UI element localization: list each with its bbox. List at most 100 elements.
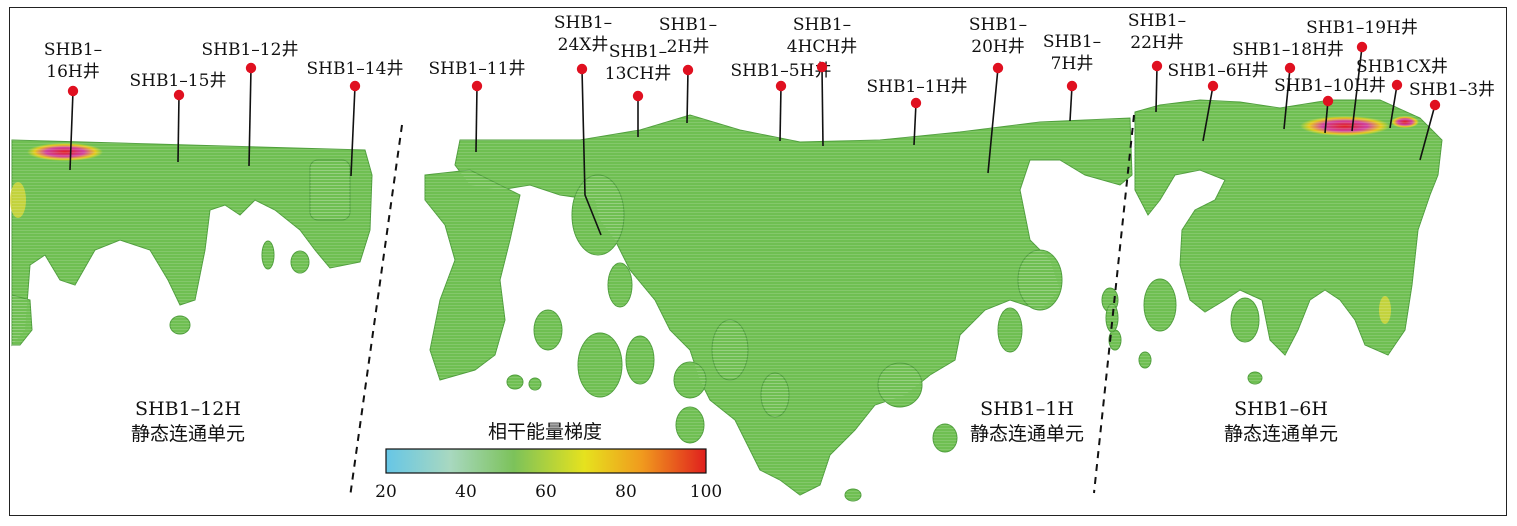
texture-16 bbox=[761, 373, 789, 417]
well-label: SHB1–12井 bbox=[202, 40, 299, 60]
well-label-line: 16H井 bbox=[46, 62, 99, 82]
legend-title: 相干能量梯度 bbox=[488, 421, 602, 443]
well-label-line: SHB1–19H井 bbox=[1306, 18, 1418, 38]
well-trajectory bbox=[350, 85, 356, 177]
well-label: SHB1–14井 bbox=[307, 59, 404, 79]
well-14: SHB1–14井 bbox=[307, 59, 404, 177]
texture-24 bbox=[529, 378, 541, 390]
texture-28 bbox=[1231, 298, 1259, 342]
well-marker-icon bbox=[245, 62, 257, 74]
unit-type: 静态连通单元 bbox=[970, 423, 1084, 445]
well-13CH: SHB1– 13CH井 bbox=[605, 42, 671, 137]
well-trajectory bbox=[913, 102, 917, 146]
well-trajectory bbox=[177, 94, 180, 163]
well-3: SHB1–3井 bbox=[1409, 80, 1495, 161]
well-label-line: SHB1–10H井 bbox=[1274, 76, 1386, 96]
texture-0 bbox=[12, 140, 372, 345]
well-label: SHB1–3井 bbox=[1409, 80, 1495, 100]
texture-20 bbox=[1018, 250, 1062, 310]
well-label: SHB1– 24X井 bbox=[554, 13, 612, 55]
well-16H: SHB1– 16H井 bbox=[44, 40, 102, 171]
well-label: SHB1– 13CH井 bbox=[605, 42, 671, 84]
colorbar-tick-100: 100 bbox=[690, 482, 722, 502]
well-trajectory bbox=[1389, 84, 1398, 129]
texture-30 bbox=[1106, 304, 1118, 332]
texture-11 bbox=[534, 310, 562, 350]
well-label-line: SHB1–12井 bbox=[202, 40, 299, 60]
well-label-line: 13CH井 bbox=[605, 64, 671, 84]
texture-26 bbox=[1135, 100, 1442, 355]
well-10H: SHB1–10H井 bbox=[1274, 76, 1386, 134]
well-label: SHB1–19H井 bbox=[1306, 18, 1418, 38]
well-label-line: SHB1– bbox=[793, 15, 851, 35]
well-label-line: SHB1– bbox=[969, 15, 1027, 35]
well-marker-icon bbox=[775, 80, 787, 92]
well-15: SHB1–15井 bbox=[130, 71, 227, 163]
texture-13 bbox=[626, 336, 654, 384]
texture-7 bbox=[425, 170, 520, 380]
texture-14 bbox=[674, 362, 706, 398]
well-marker-icon bbox=[1284, 62, 1296, 74]
well-4HCH: SHB1– 4HCH井 bbox=[787, 15, 857, 147]
well-label-line: SHB1– bbox=[44, 40, 102, 60]
well-trajectory bbox=[1283, 67, 1291, 130]
well-label: SHB1–6H井 bbox=[1168, 61, 1269, 81]
well-label: SHB1– 4HCH井 bbox=[787, 15, 857, 57]
colorbar-tick-40: 40 bbox=[455, 482, 477, 502]
well-CX: SHB1CX井 bbox=[1356, 57, 1448, 129]
well-marker-icon bbox=[992, 62, 1004, 74]
well-label-line: SHB1–1H井 bbox=[867, 77, 968, 97]
well-label: SHB1– 2H井 bbox=[659, 15, 717, 57]
well-trajectory bbox=[1069, 85, 1073, 122]
unit-type: 静态连通单元 bbox=[1224, 423, 1338, 445]
well-label: SHB1– 16H井 bbox=[44, 40, 102, 82]
well-label-line: SHB1–14井 bbox=[307, 59, 404, 79]
well-label-line: SHB1–6H井 bbox=[1168, 61, 1269, 81]
well-label-line: SHB1–5H井 bbox=[731, 61, 832, 81]
well-marker-icon bbox=[1207, 80, 1219, 92]
well-label: SHB1–10H井 bbox=[1274, 76, 1386, 96]
well-label-line: SHB1– bbox=[659, 15, 717, 35]
colorbar bbox=[385, 448, 707, 474]
well-trajectory bbox=[1155, 65, 1158, 113]
unit-label-6H: SHB1–6H 静态连通单元 bbox=[1224, 398, 1338, 445]
well-marker-icon bbox=[816, 61, 828, 73]
well-marker-icon bbox=[349, 80, 361, 92]
well-marker-icon bbox=[1356, 41, 1368, 53]
texture-4 bbox=[291, 251, 309, 273]
texture-6 bbox=[455, 115, 1132, 495]
unit-boundary-left bbox=[349, 124, 403, 498]
texture-2 bbox=[170, 316, 190, 334]
texture-18 bbox=[878, 363, 922, 407]
unit-name: SHB1–6H bbox=[1234, 398, 1328, 420]
well-trajectory bbox=[1419, 104, 1436, 161]
well-label: SHB1– 22H井 bbox=[1128, 11, 1186, 53]
texture-27 bbox=[1144, 279, 1176, 331]
well-marker-icon bbox=[1151, 60, 1163, 72]
texture-21 bbox=[998, 308, 1022, 352]
well-trajectory bbox=[475, 85, 478, 153]
well-label-line: SHB1–15井 bbox=[130, 71, 227, 91]
well-label-line: SHB1– bbox=[554, 13, 612, 33]
colorbar-legend: 相干能量梯度 20 40 60 80 100 bbox=[375, 421, 722, 502]
well-22H: SHB1– 22H井 bbox=[1128, 11, 1186, 113]
texture-3 bbox=[262, 241, 274, 269]
texture-8 bbox=[572, 175, 624, 255]
well-label-line: SHB1–18H井 bbox=[1232, 40, 1344, 60]
well-label-line: SHB1–3井 bbox=[1409, 80, 1495, 100]
unit-name: SHB1–12H bbox=[135, 398, 241, 420]
well-marker-icon bbox=[632, 90, 644, 102]
well-trajectory bbox=[686, 69, 689, 124]
well-label: SHB1CX井 bbox=[1356, 57, 1448, 77]
unit-label-1H: SHB1–1H 静态连通单元 bbox=[970, 398, 1084, 445]
well-marker-icon bbox=[910, 97, 922, 109]
well-trajectory bbox=[1351, 46, 1363, 132]
well-marker-icon bbox=[682, 64, 694, 76]
well-trajectory bbox=[69, 90, 74, 171]
well-7H: SHB1– 7H井 bbox=[1043, 32, 1101, 122]
well-label-line: 4HCH井 bbox=[787, 37, 857, 57]
well-label-line: SHB1– bbox=[1043, 32, 1101, 52]
well-label: SHB1– 7H井 bbox=[1043, 32, 1101, 74]
well-12: SHB1–12井 bbox=[202, 40, 299, 167]
